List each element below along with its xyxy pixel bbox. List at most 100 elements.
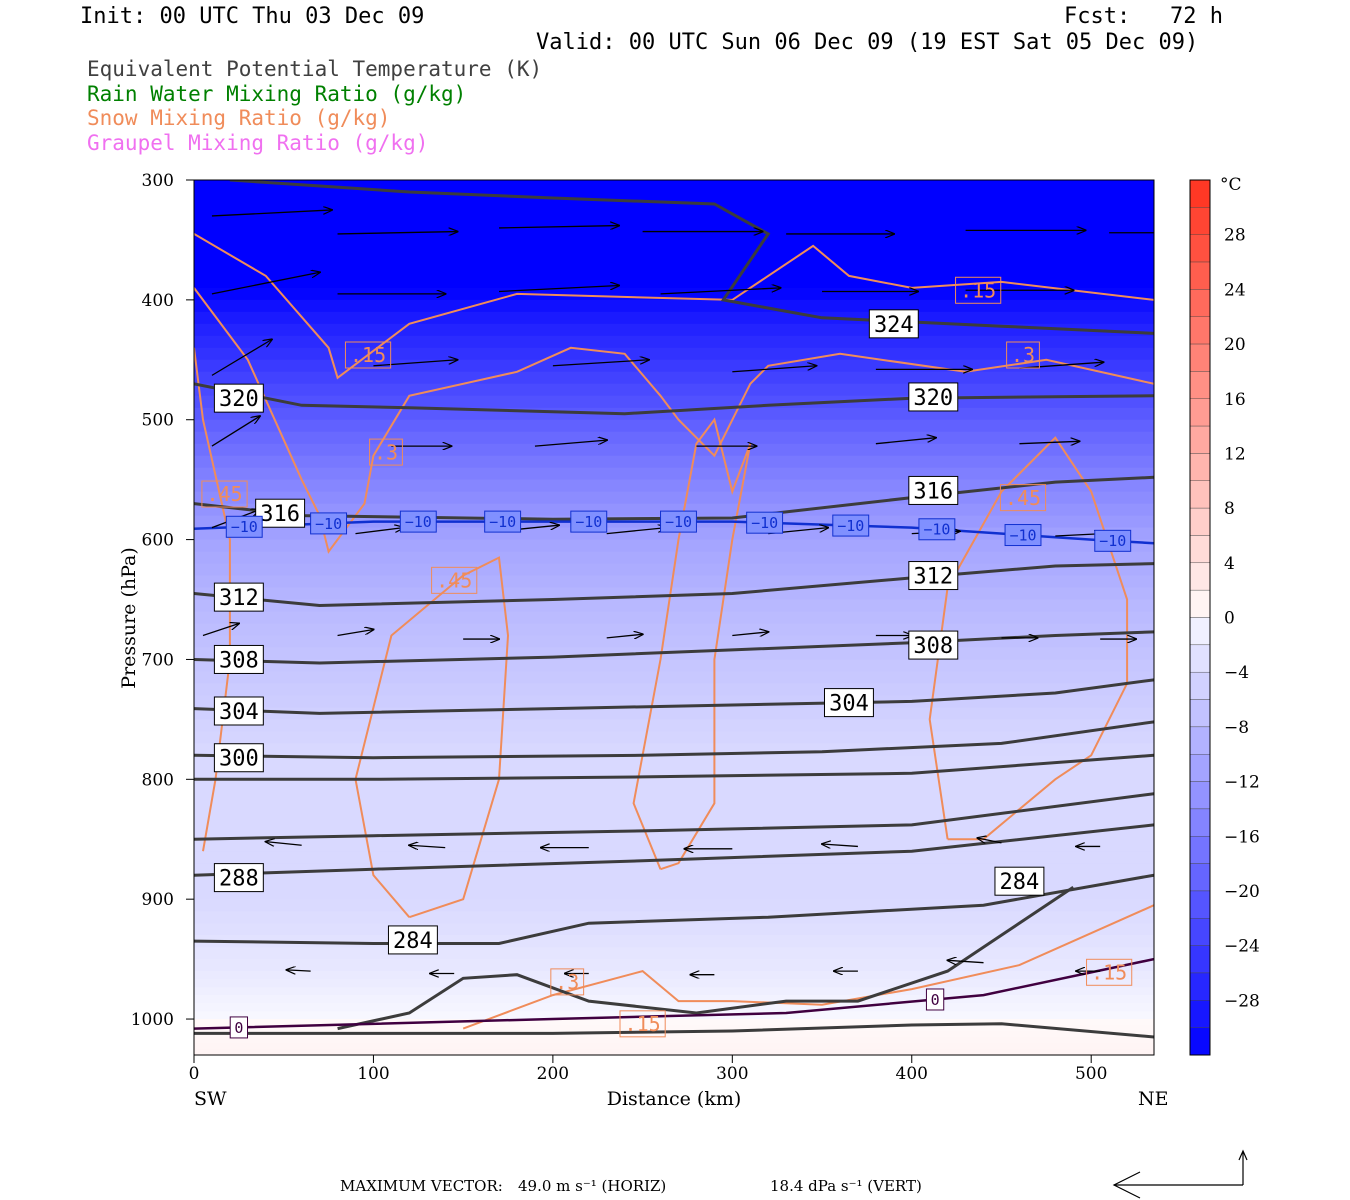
wind-vector	[822, 844, 858, 846]
snow-label: .45	[436, 569, 472, 593]
isotherm-label-box	[1004, 524, 1042, 547]
wind-vector	[552, 360, 649, 367]
wind-vector	[732, 632, 768, 636]
temperature-band	[194, 671, 1154, 685]
theta-e-label-box	[213, 383, 264, 413]
isotherm-label: −10	[923, 521, 950, 539]
isotherm-label: −10	[315, 515, 342, 533]
colorbar-cell	[1189, 207, 1211, 235]
temperature-band	[194, 299, 1154, 313]
x-end-right: NE	[1138, 1088, 1169, 1110]
temperature-shading	[194, 180, 1154, 1055]
isotherm-label: −10	[231, 518, 258, 536]
isotherm-label: −10	[1099, 532, 1126, 550]
colorbar-unit: °C	[1220, 175, 1242, 195]
theta-e-label: 300	[219, 747, 259, 772]
wind-vector	[732, 366, 816, 373]
theta-e-label: 304	[829, 692, 869, 717]
snow-label-box	[201, 480, 248, 508]
valid-time-label: Valid: 00 UTC Sun 06 Dec 09 (19 EST Sat …	[536, 30, 1199, 55]
colorbar-label: 16	[1224, 390, 1246, 410]
colorbar-label: −8	[1224, 718, 1249, 738]
colorbar-cell	[1189, 671, 1211, 700]
wind-vector	[534, 440, 607, 447]
snow-label-box	[550, 968, 585, 996]
temperature-band	[194, 887, 1154, 901]
theta-e-contour	[194, 753, 1154, 781]
snow-label-box	[369, 438, 403, 466]
colorbar-cell	[1189, 453, 1211, 481]
temperature-band	[194, 383, 1154, 397]
isotherm-label-box	[570, 510, 608, 533]
isotherm-lines	[194, 520, 1154, 1030]
wind-vector	[499, 285, 619, 293]
snow-label-box	[1086, 958, 1133, 986]
snow-label-box	[999, 484, 1047, 512]
theta-e-label-box	[994, 866, 1045, 896]
temperature-band	[194, 1049, 1154, 1055]
forecast-hour-label: Fcst: 72 h	[1064, 4, 1223, 29]
snow-contour	[194, 233, 1154, 380]
wind-vector	[409, 845, 446, 847]
snow-label-box	[619, 1010, 666, 1038]
snow-label: .3	[1011, 343, 1035, 367]
y-tick-label: 1000	[131, 1010, 174, 1030]
isotherm-label: −10	[665, 513, 692, 531]
reference-vector	[1112, 1149, 1248, 1199]
colorbar-cell	[1189, 234, 1211, 263]
isotherm-label: −10	[1009, 526, 1036, 544]
axes: 300 400 500 600 700 800 900 1000 0 100 200 300 400 50…	[131, 171, 1108, 1084]
wind-vector	[337, 629, 374, 637]
temperature-band	[194, 875, 1154, 889]
init-label: Init: 00 UTC Thu 03 Dec 09	[80, 4, 425, 29]
wind-vector	[977, 838, 1002, 843]
colorbar-cell	[1189, 289, 1211, 317]
colorbar-cell	[1189, 972, 1211, 1001]
colorbar-cell	[1189, 1000, 1211, 1028]
isotherm-label-box	[310, 512, 348, 535]
colorbar-cell	[1189, 261, 1211, 290]
wind-vector	[202, 623, 239, 637]
theta-e-label-box	[387, 925, 438, 955]
temperature-band	[194, 455, 1154, 469]
isotherm-zero	[194, 957, 1154, 1030]
wind-vector	[287, 970, 311, 971]
temperature-band	[194, 203, 1154, 217]
theta-e-label: 312	[219, 586, 259, 611]
temperature-band	[194, 827, 1154, 841]
max-vector-horiz: 49.0 m s⁻¹ (HORIZ)	[518, 1177, 667, 1195]
temperature-band	[194, 791, 1154, 805]
temperature-band	[194, 371, 1154, 385]
temperature-band	[194, 251, 1154, 265]
temperature-band	[194, 767, 1154, 781]
colorbar-label: 8	[1224, 499, 1235, 519]
colorbar-cell	[1189, 507, 1211, 536]
colorbar-cell	[1189, 699, 1211, 728]
colorbar-cell	[1189, 1027, 1211, 1056]
colorbar-label: 28	[1224, 226, 1246, 246]
temperature-band	[194, 275, 1154, 289]
colorbar-label: 24	[1224, 280, 1246, 300]
colorbar-cell	[1189, 480, 1211, 509]
temperature-band	[194, 659, 1154, 673]
colorbar-cell	[1189, 781, 1211, 810]
snow-contour	[354, 556, 510, 919]
temperature-band	[194, 851, 1154, 865]
isotherm-label: −10	[489, 513, 516, 531]
colorbar-cell	[1189, 945, 1211, 974]
x-end-left: SW	[194, 1088, 227, 1110]
colorbar-cell	[1189, 754, 1211, 782]
temperature-band	[194, 911, 1154, 925]
y-tick-label: 500	[142, 411, 174, 431]
temperature-band	[194, 719, 1154, 733]
temperature-band	[194, 1003, 1154, 1013]
theta-e-label-box	[213, 644, 264, 674]
theta-e-contour	[337, 885, 1075, 1031]
temperature-band	[194, 623, 1154, 637]
wind-vector	[606, 528, 667, 535]
theta-e-label-box	[908, 475, 959, 505]
isotherm-label-box	[399, 510, 437, 533]
theta-e-label: 284	[393, 929, 433, 954]
y-axis-label: Pressure (hPa)	[118, 547, 140, 689]
